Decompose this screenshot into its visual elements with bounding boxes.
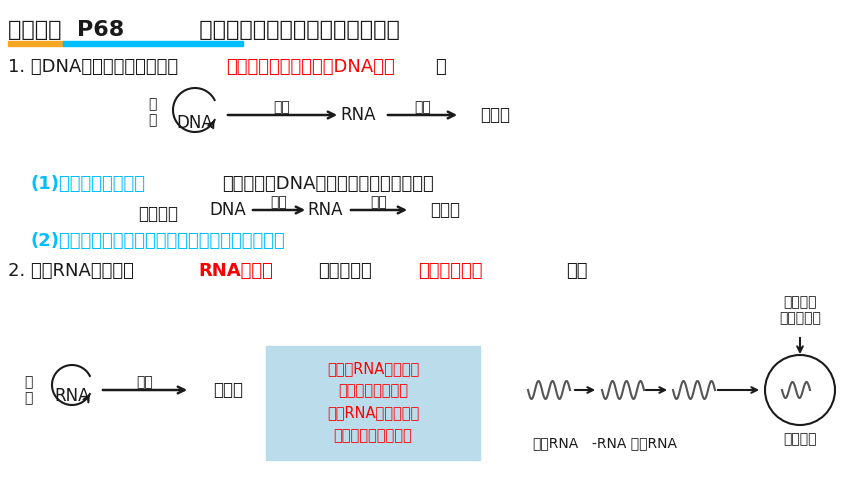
Bar <box>63 41 243 46</box>
Text: RNA: RNA <box>54 387 89 405</box>
Text: 转录: 转录 <box>271 195 287 209</box>
Text: RNA复制酶: RNA复制酶 <box>198 262 273 280</box>
Text: 转录: 转录 <box>273 100 291 114</box>
Text: 蛋白质: 蛋白质 <box>213 381 243 399</box>
Text: 翻译: 翻译 <box>137 375 153 389</box>
Text: 修改为：: 修改为： <box>138 205 178 223</box>
Text: 病毒RNA: 病毒RNA <box>531 436 578 450</box>
Text: 翻译: 翻译 <box>371 195 387 209</box>
Text: 蛋白质: 蛋白质 <box>480 106 510 124</box>
Text: 蛋白质: 蛋白质 <box>430 201 460 219</box>
Text: 病毒专一
衣壳蛋白质: 病毒专一 衣壳蛋白质 <box>779 295 821 325</box>
Text: 原核生物、真核生物、DNA病毒: 原核生物、真核生物、DNA病毒 <box>226 58 395 76</box>
Bar <box>8 41 63 46</box>
FancyBboxPatch shape <box>266 346 480 460</box>
Text: 不同生物的不同遗传信息传递图解: 不同生物的不同遗传信息传递图解 <box>185 20 400 40</box>
Text: 翻译: 翻译 <box>415 100 432 114</box>
Text: 注意：RNA复制产生
的是与遗传物质互
补的RNA，因此不能
直接作为遗传物质；: 注意：RNA复制产生 的是与遗传物质互 补的RNA，因此不能 直接作为遗传物质； <box>327 361 419 443</box>
Text: 2. 一般RNA病毒（含: 2. 一般RNA病毒（含 <box>8 262 134 280</box>
Text: RNA: RNA <box>307 201 343 219</box>
Text: 的病毒，如: 的病毒，如 <box>318 262 372 280</box>
Text: (1)高度分化的细胞：: (1)高度分化的细胞： <box>30 175 145 193</box>
Text: 完整病毒: 完整病毒 <box>783 432 817 446</box>
Text: DNA: DNA <box>176 114 213 132</box>
Text: 烟草花叶病毒: 烟草花叶病毒 <box>418 262 482 280</box>
Text: 1. 以DNA为遗传物质的生物（: 1. 以DNA为遗传物质的生物（ <box>8 58 178 76</box>
Text: 等）: 等） <box>566 262 587 280</box>
Text: 复
制: 复 制 <box>148 97 157 127</box>
Text: ）: ） <box>435 58 445 76</box>
Text: 中心法则  P68: 中心法则 P68 <box>8 20 124 40</box>
Text: （不会存在DNA复制，只有转录和翻译）: （不会存在DNA复制，只有转录和翻译） <box>222 175 433 193</box>
Text: (2)哺乳动物成熟的红细胞中，没有遗传信息的传递: (2)哺乳动物成熟的红细胞中，没有遗传信息的传递 <box>30 232 285 250</box>
Text: RNA: RNA <box>341 106 376 124</box>
Text: -RNA 子代RNA: -RNA 子代RNA <box>593 436 678 450</box>
Text: 复
制: 复 制 <box>24 375 32 405</box>
Text: DNA: DNA <box>210 201 246 219</box>
